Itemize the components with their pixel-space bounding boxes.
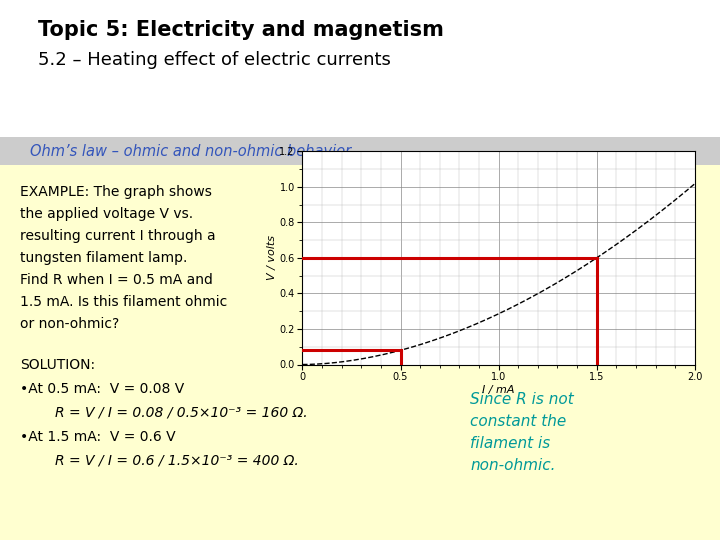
Text: the applied voltage V vs.: the applied voltage V vs. — [20, 207, 193, 221]
Text: EXAMPLE: The graph shows: EXAMPLE: The graph shows — [20, 185, 212, 199]
Text: •At 0.5 mA:  V = 0.08 V: •At 0.5 mA: V = 0.08 V — [20, 382, 184, 396]
Y-axis label: V / volts: V / volts — [266, 235, 276, 280]
Bar — [0, 0, 720, 150]
Text: Topic 5: Electricity and magnetism: Topic 5: Electricity and magnetism — [38, 20, 444, 40]
Text: Find R when I = 0.5 mA and: Find R when I = 0.5 mA and — [20, 273, 213, 287]
Text: tungsten filament lamp.: tungsten filament lamp. — [20, 251, 187, 265]
Text: resulting current I through a: resulting current I through a — [20, 229, 215, 243]
Text: R = V / I = 0.08 / 0.5×10⁻³ = 160 Ω.: R = V / I = 0.08 / 0.5×10⁻³ = 160 Ω. — [55, 406, 307, 420]
Text: R = V / I = 0.6 / 1.5×10⁻³ = 400 Ω.: R = V / I = 0.6 / 1.5×10⁻³ = 400 Ω. — [55, 454, 299, 468]
Text: •At 1.5 mA:  V = 0.6 V: •At 1.5 mA: V = 0.6 V — [20, 430, 176, 444]
Text: or non-ohmic?: or non-ohmic? — [20, 317, 120, 331]
Text: non-ohmic.: non-ohmic. — [470, 458, 556, 474]
X-axis label: I / mA: I / mA — [482, 385, 515, 395]
Bar — [0, 137, 720, 165]
Text: constant the: constant the — [470, 415, 566, 429]
Text: Ohm’s law – ohmic and non-ohmic behavior: Ohm’s law – ohmic and non-ohmic behavior — [30, 144, 351, 159]
Text: Since R is not: Since R is not — [470, 393, 574, 408]
Text: 5.2 – Heating effect of electric currents: 5.2 – Heating effect of electric current… — [38, 51, 391, 69]
Text: filament is: filament is — [470, 436, 550, 451]
Text: SOLUTION:: SOLUTION: — [20, 358, 95, 372]
Text: 1.5 mA. Is this filament ohmic: 1.5 mA. Is this filament ohmic — [20, 295, 228, 309]
Bar — [0, 165, 720, 540]
